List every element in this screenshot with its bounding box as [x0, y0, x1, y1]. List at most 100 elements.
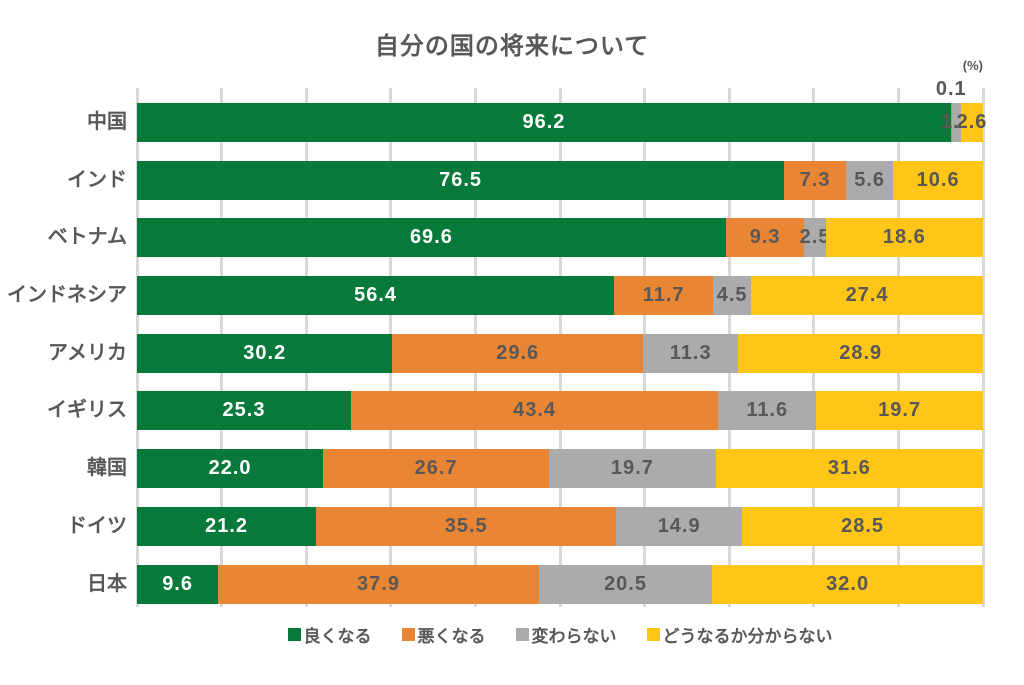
legend-swatch-icon — [646, 628, 660, 641]
category-label: 中国 — [87, 111, 127, 133]
segment-value-label: 11.6 — [746, 399, 789, 422]
segment-value-label: 22.0 — [208, 457, 252, 480]
bar-segment: 2.6 — [957, 103, 986, 142]
segment-value-label: 96.2 — [522, 111, 566, 133]
bar-row: インドネシア 56.4 11.7 4.5 27.4 — [7, 276, 983, 316]
category-label: インド — [67, 168, 127, 191]
segment-value-label: 7.3 — [799, 168, 831, 191]
legend-label: どうなるか分からない — [662, 627, 833, 646]
bar-segment: 9.3 — [725, 218, 805, 258]
segment-value-label: 32.0 — [826, 572, 870, 595]
bar-segment: 7.3 — [784, 160, 846, 200]
bar-segment: 56.4 — [137, 276, 615, 316]
bar-segment: 28.5 — [742, 506, 983, 546]
bar-segment: 18.6 — [825, 218, 983, 258]
bar-segment: 25.3 — [137, 391, 352, 431]
bar-segment: 20.5 — [538, 564, 713, 604]
category-label: 日本 — [87, 572, 127, 595]
segment-value-label: 19.7 — [878, 399, 922, 422]
category-label: インドネシア — [7, 284, 127, 307]
segment-value-label: 2.6 — [956, 111, 988, 133]
segment-value-label: 37.9 — [357, 572, 400, 595]
gridline-100 — [981, 88, 985, 607]
segment-value-label: 20.5 — [604, 572, 647, 595]
legend-item: どうなるか分からない — [646, 622, 833, 647]
bar-row: ベトナム 69.6 9.3 2.5 18.6 — [48, 218, 983, 258]
bar-segment: 22.0 — [137, 449, 324, 489]
segment-value-label: 35.5 — [444, 514, 488, 537]
bar-segment: 35.5 — [316, 506, 617, 546]
bar-segment: 27.4 — [751, 276, 983, 316]
segment-value-label: 27.4 — [845, 284, 889, 307]
segment-value-label: 4.5 — [716, 284, 748, 307]
bar-segment: 21.2 — [137, 506, 317, 546]
bar-rows: 中国 96.2 0.1 1.1 2.6 インド 76.5 7.3 5.6 10.6 ベトナム 69.6… — [7, 78, 986, 604]
bar-row: 中国 96.2 0.1 1.1 2.6 — [87, 78, 986, 142]
segment-value-label: 11.3 — [669, 341, 712, 364]
bar-segment: 11.7 — [614, 276, 714, 316]
legend-swatch-icon — [287, 628, 301, 641]
plot-area: 中国 96.2 0.1 1.1 2.6 インド 76.5 7.3 5.6 10.6 ベトナム 69.6… — [7, 78, 986, 607]
segment-value-label: 43.4 — [513, 399, 557, 422]
chart-title: 自分の国の将来について — [374, 33, 650, 60]
category-label: 韓国 — [87, 457, 127, 480]
segment-value-label: 29.6 — [496, 341, 540, 364]
segment-value-label: 14.9 — [657, 514, 701, 537]
bar-segment: 19.7 — [548, 449, 716, 489]
category-label: ドイツ — [67, 514, 127, 537]
segment-value-label: 10.6 — [916, 168, 960, 191]
bar-row: 韓国 22.0 26.7 19.7 31.6 — [87, 449, 983, 489]
bar-segment: 76.5 — [137, 160, 785, 200]
bar-segment: 29.6 — [392, 333, 643, 373]
bar-segment: 19.7 — [816, 391, 983, 431]
segment-value-label: 25.3 — [222, 399, 266, 422]
category-label: アメリカ — [48, 341, 127, 364]
legend-label: 悪くなる — [417, 627, 486, 646]
legend-swatch-icon — [515, 628, 529, 641]
bar-segment: 43.4 — [351, 391, 719, 431]
category-label: ベトナム — [47, 226, 127, 249]
legend-item: 変わらない — [515, 622, 617, 647]
legend-label: 良くなる — [303, 627, 372, 646]
bar-segment: 0.1 — [936, 78, 966, 142]
segment-value-label: 9.6 — [162, 572, 193, 595]
bar-segment: 30.2 — [137, 333, 393, 373]
segment-value-label: 30.2 — [243, 341, 287, 364]
bar-row: イギリス 25.3 43.4 11.6 19.7 — [47, 391, 983, 431]
bar-segment: 26.7 — [323, 449, 549, 489]
bar-segment: 10.6 — [893, 160, 983, 200]
bar-segment: 37.9 — [218, 564, 539, 604]
bar-segment: 11.3 — [642, 333, 739, 373]
bar-segment: 2.5 — [800, 218, 829, 258]
bar-segment: 69.6 — [137, 218, 726, 258]
legend: 良くなる 悪くなる 変わらない どうなるか分からない — [137, 622, 983, 647]
segment-value-label: 56.4 — [354, 284, 398, 307]
segment-value-label: 26.7 — [414, 457, 458, 480]
bar-segment: 14.9 — [616, 506, 743, 546]
segment-value-label: 69.6 — [409, 226, 453, 249]
segment-value-label: 11.7 — [642, 284, 685, 307]
legend-swatch-icon — [401, 628, 415, 641]
legend-label: 変わらない — [531, 627, 617, 646]
bar-segment: 32.0 — [712, 564, 983, 604]
category-label: イギリス — [47, 399, 127, 422]
bar-segment: 9.6 — [137, 564, 219, 604]
segment-value-label: 9.3 — [749, 226, 781, 249]
segment-value-label: 19.7 — [610, 457, 654, 480]
segment-value-label: 28.5 — [841, 514, 885, 537]
bar-segment: 96.2 — [137, 103, 951, 142]
bar-segment: 11.6 — [718, 391, 817, 431]
segment-value-label: 21.2 — [205, 514, 249, 537]
bar-segment: 31.6 — [715, 449, 983, 489]
segment-value-label: 5.6 — [854, 168, 886, 191]
bar-row: インド 76.5 7.3 5.6 10.6 — [67, 160, 983, 200]
segment-value-label: 18.6 — [882, 226, 926, 249]
segment-value-label: 76.5 — [439, 168, 483, 191]
bar-segment: 5.6 — [845, 160, 894, 200]
bar-row: 日本 9.6 37.9 20.5 32.0 — [87, 564, 983, 604]
legend-item: 良くなる — [287, 622, 372, 647]
segment-value-label: 28.9 — [839, 341, 883, 364]
unit-label: (%) — [962, 58, 983, 73]
bar-segment: 4.5 — [713, 276, 752, 316]
